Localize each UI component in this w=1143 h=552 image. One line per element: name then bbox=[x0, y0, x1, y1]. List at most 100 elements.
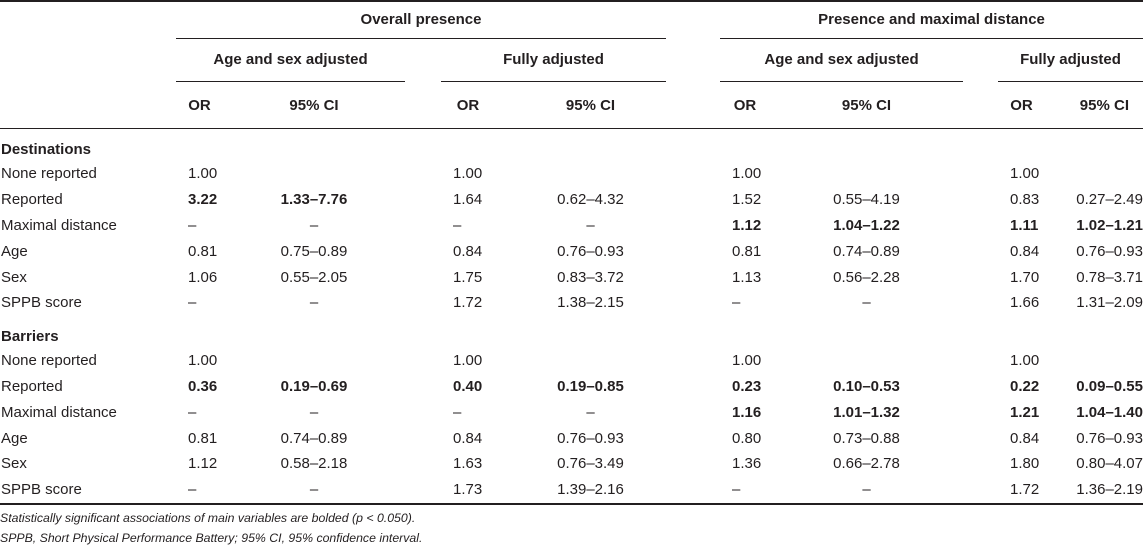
ci-cell: – bbox=[309, 294, 319, 312]
table-row: SPPB score – – 1.72 1.38–2.15 – – 1.66 1.31–2.09 bbox=[0, 290, 1143, 316]
row-label: None reported bbox=[1, 352, 97, 370]
spacer-cell bbox=[686, 238, 720, 264]
col-ci-3: 95% CI bbox=[841, 96, 892, 114]
ci-cell bbox=[770, 161, 963, 187]
ci-cell: 1.33–7.76 bbox=[280, 191, 348, 209]
spacer-cell bbox=[963, 290, 998, 316]
or-cell: 1.75 bbox=[453, 268, 483, 286]
row-label: Reported bbox=[1, 191, 63, 209]
ci-cell: 1.01–1.32 bbox=[833, 403, 900, 421]
spacer-cell bbox=[405, 374, 441, 400]
spacer-cell bbox=[405, 161, 441, 187]
col-or-4: OR bbox=[1010, 96, 1033, 114]
subgroup-age-sex-adjusted-1: Age and sex adjusted bbox=[176, 39, 405, 82]
spacer-cell bbox=[963, 238, 998, 264]
or-cell: 0.84 bbox=[1010, 429, 1040, 447]
ci-cell: 1.39–2.16 bbox=[557, 481, 624, 499]
subgroup-fully-adjusted-2: Fully adjusted bbox=[998, 39, 1143, 82]
or-cell: 0.81 bbox=[188, 429, 218, 447]
table-row: Age 0.81 0.75–0.89 0.84 0.76–0.93 0.81 0.74–0.… bbox=[0, 238, 1143, 264]
spacer-cell bbox=[405, 238, 441, 264]
or-cell: – bbox=[453, 403, 462, 421]
ci-cell: 0.73–0.88 bbox=[833, 429, 900, 447]
spacer-cell bbox=[963, 264, 998, 290]
or-cell: 1.72 bbox=[453, 294, 483, 312]
ci-cell: 0.56–2.28 bbox=[833, 268, 900, 286]
ci-cell bbox=[770, 348, 963, 374]
ci-cell: – bbox=[586, 403, 595, 421]
col-ci-1: 95% CI bbox=[289, 96, 339, 114]
spacer-cell bbox=[405, 290, 441, 316]
ci-cell: 0.74–0.89 bbox=[833, 242, 900, 260]
or-cell: 1.00 bbox=[732, 165, 762, 183]
bottom-rule-cell bbox=[0, 502, 1143, 506]
ci-cell: – bbox=[862, 294, 871, 312]
ci-cell: 0.10–0.53 bbox=[833, 377, 900, 395]
ci-cell: 0.75–0.89 bbox=[280, 242, 348, 260]
table-row: Maximal distance – – – – 1.16 1.01–1.32 1.21 1.0… bbox=[0, 399, 1143, 425]
ci-cell: 0.19–0.85 bbox=[557, 377, 624, 395]
spacer-cell bbox=[405, 477, 441, 504]
table-row: SPPB score – – 1.73 1.39–2.16 – – 1.72 1.36–2.19 bbox=[0, 477, 1143, 504]
row-label: Age bbox=[1, 242, 28, 260]
table-row: None reported 1.00 1.00 1.00 1.00 bbox=[0, 161, 1143, 187]
row-label: Sex bbox=[1, 455, 27, 473]
or-cell: 0.81 bbox=[732, 242, 762, 260]
or-cell: 1.64 bbox=[453, 191, 483, 209]
section-row: Barriers bbox=[0, 316, 1143, 348]
subgroup-age-sex-adjusted-2: Age and sex adjusted bbox=[720, 39, 963, 82]
or-cell: – bbox=[453, 216, 462, 234]
spacer-cell bbox=[405, 264, 441, 290]
spacer-cell bbox=[686, 290, 720, 316]
or-cell: 0.23 bbox=[732, 377, 762, 395]
ci-cell: 0.76–3.49 bbox=[557, 455, 624, 473]
spacer-cell bbox=[963, 451, 998, 477]
ci-cell: 0.55–2.05 bbox=[280, 268, 348, 286]
or-cell: 1.00 bbox=[1010, 165, 1040, 183]
table-row: Maximal distance – – – – 1.12 1.04–1.22 1.11 1.0… bbox=[0, 213, 1143, 239]
or-cell: 1.12 bbox=[732, 216, 762, 234]
row-label: Sex bbox=[1, 268, 27, 286]
ci-cell: 0.80–4.07 bbox=[1076, 455, 1143, 473]
ci-cell: – bbox=[309, 216, 319, 234]
spacer-cell bbox=[686, 477, 720, 504]
col-or-1: OR bbox=[188, 96, 211, 114]
ci-cell: 0.66–2.78 bbox=[833, 455, 900, 473]
ci-cell: 0.76–0.93 bbox=[557, 242, 624, 260]
ci-cell: 1.36–2.19 bbox=[1076, 481, 1143, 499]
or-cell: 1.80 bbox=[1010, 455, 1040, 473]
table-row: None reported 1.00 1.00 1.00 1.00 bbox=[0, 348, 1143, 374]
ci-cell: 0.58–2.18 bbox=[280, 455, 348, 473]
table-row: Reported 3.22 1.33–7.76 1.64 0.62–4.32 1.52 0.… bbox=[0, 187, 1143, 213]
ci-cell: – bbox=[309, 403, 319, 421]
row-label: Age bbox=[1, 429, 28, 447]
col-or-2: OR bbox=[456, 96, 480, 114]
spacer-cell bbox=[686, 213, 720, 239]
or-cell: 1.73 bbox=[453, 481, 483, 499]
subgroup-fully-adjusted-1: Fully adjusted bbox=[441, 39, 666, 82]
table-row: Sex 1.06 0.55–2.05 1.75 0.83–3.72 1.13 0.56–2.… bbox=[0, 264, 1143, 290]
ci-cell bbox=[495, 348, 686, 374]
footnote-significance: Statistically significant associations o… bbox=[0, 511, 416, 525]
group-presence-maximal-distance: Presence and maximal distance bbox=[720, 2, 1143, 39]
section-row: Destinations bbox=[0, 129, 1143, 162]
spacer-cell bbox=[686, 425, 720, 451]
header-group-row: Overall presence Presence and maximal di… bbox=[0, 2, 1143, 39]
or-cell: 1.06 bbox=[188, 268, 218, 286]
spacer-cell bbox=[686, 399, 720, 425]
or-cell: 1.11 bbox=[1010, 216, 1039, 234]
or-cell: 1.66 bbox=[1010, 294, 1040, 312]
bottom-rule bbox=[0, 502, 1143, 506]
row-label: Reported bbox=[1, 377, 63, 395]
spacer-cell bbox=[686, 161, 720, 187]
or-cell: 1.00 bbox=[453, 165, 483, 183]
ci-cell bbox=[1045, 348, 1143, 374]
or-cell: 0.81 bbox=[188, 242, 218, 260]
ci-cell: 0.83–3.72 bbox=[557, 268, 624, 286]
or-cell: 1.00 bbox=[188, 352, 218, 370]
section-title: Destinations bbox=[1, 141, 92, 158]
ci-cell: 1.02–1.21 bbox=[1076, 216, 1143, 234]
row-label: Maximal distance bbox=[1, 216, 117, 234]
ci-cell: 1.04–1.22 bbox=[833, 216, 900, 234]
